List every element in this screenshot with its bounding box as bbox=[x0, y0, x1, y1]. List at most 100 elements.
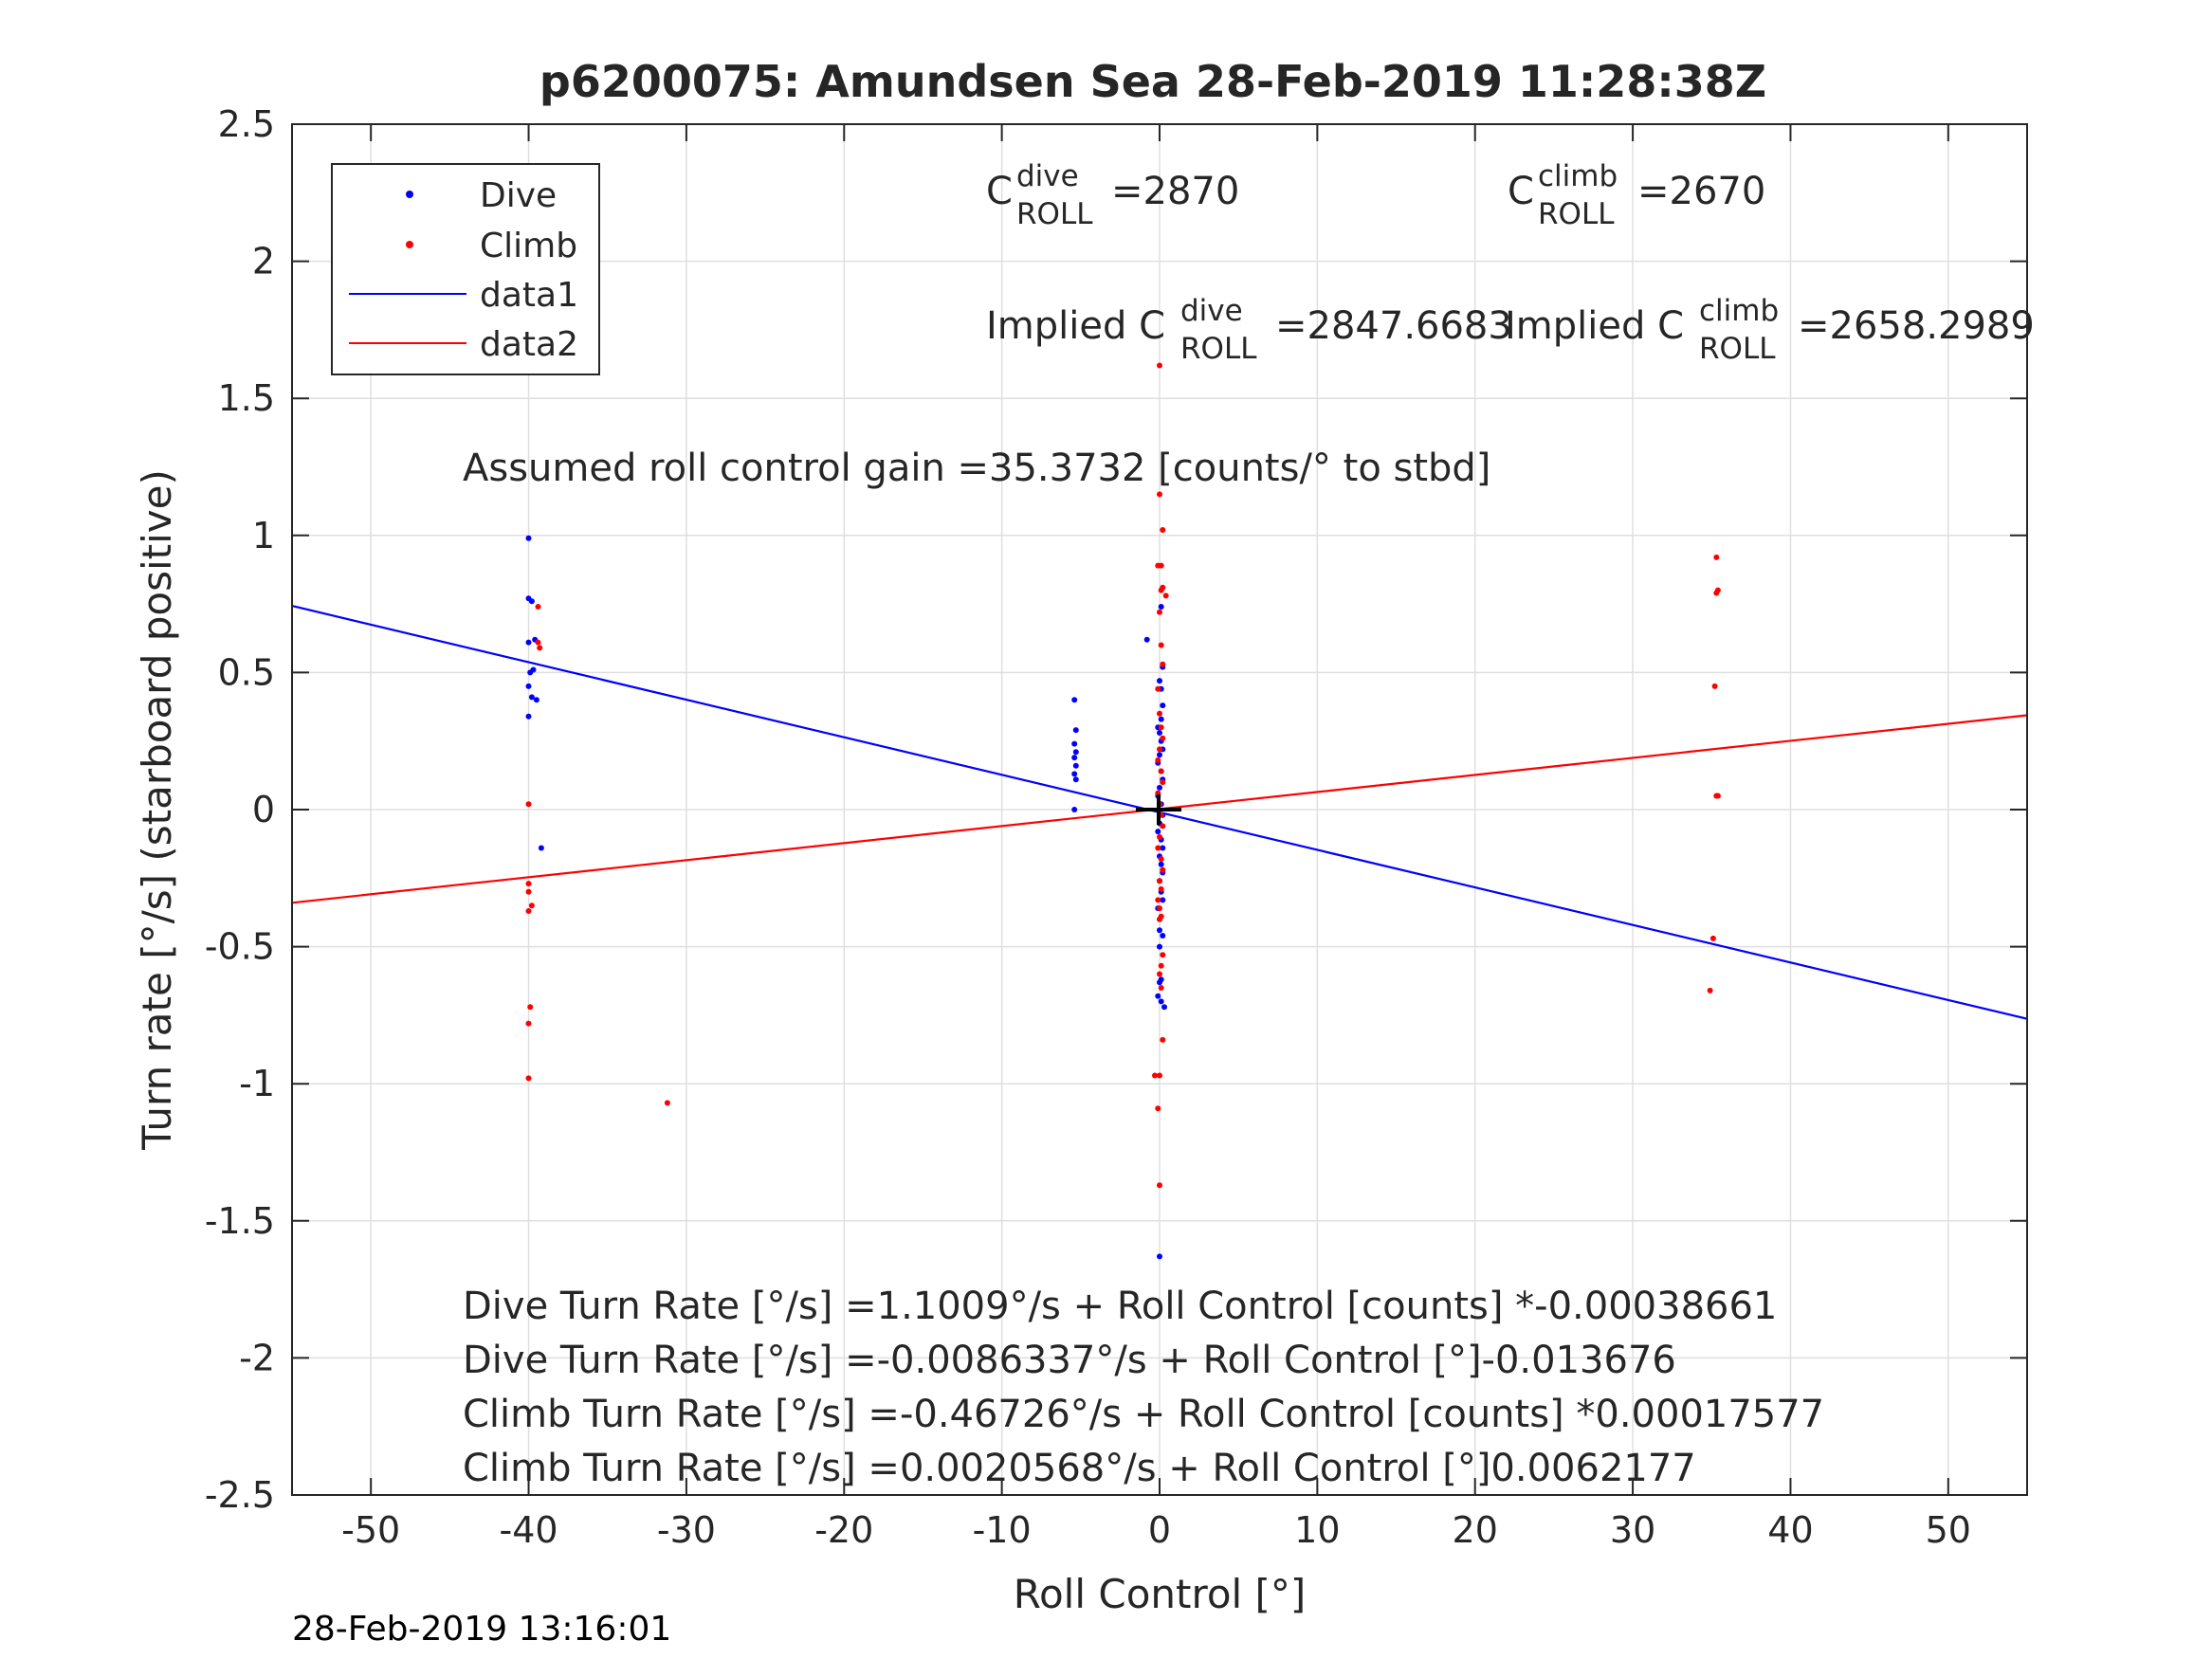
implied-dive-base: Implied C bbox=[986, 304, 1165, 348]
c-dive-sup: dive bbox=[1016, 159, 1079, 193]
dive-point bbox=[1158, 861, 1164, 867]
dive-point bbox=[1157, 730, 1162, 736]
climb-point bbox=[1711, 683, 1718, 689]
climb-point bbox=[1152, 1072, 1158, 1079]
implied-climb-base: Implied C bbox=[1505, 304, 1684, 348]
implied-dive-sup: dive bbox=[1180, 294, 1243, 328]
climb-point bbox=[1158, 856, 1164, 863]
climb-point bbox=[1158, 962, 1164, 969]
implied-climb-sub: ROLL bbox=[1699, 332, 1776, 366]
x-tick-label: 20 bbox=[1453, 1509, 1498, 1551]
climb-point bbox=[1160, 584, 1166, 591]
implied-climb-value: =2658.2989 bbox=[1798, 304, 2035, 348]
dive-point bbox=[525, 595, 532, 602]
dive-point bbox=[525, 713, 532, 720]
climb-point bbox=[1160, 1036, 1166, 1043]
climb-point bbox=[1157, 905, 1162, 912]
dive-point bbox=[1157, 979, 1162, 986]
dive-point bbox=[1160, 845, 1166, 851]
climb-point bbox=[1160, 823, 1166, 830]
dive-point bbox=[527, 669, 534, 676]
dive-point bbox=[1160, 702, 1166, 709]
c-dive-sub: ROLL bbox=[1016, 197, 1093, 231]
dive-point bbox=[1160, 933, 1166, 939]
c-dive-value: =2870 bbox=[1111, 170, 1239, 213]
x-tick-label: -20 bbox=[814, 1509, 873, 1551]
annotation-c-dive: C dive ROLL =2870 bbox=[986, 159, 1239, 231]
x-tick-label: 30 bbox=[1610, 1509, 1655, 1551]
dive-point bbox=[1157, 927, 1162, 934]
equation-dive-counts: Dive Turn Rate [°/s] =1.1009°/s + Roll C… bbox=[463, 1285, 1777, 1328]
dive-point bbox=[525, 535, 532, 541]
climb-point bbox=[1707, 987, 1713, 994]
annotation-implied-dive: Implied C dive ROLL =2847.6683 bbox=[986, 294, 1512, 366]
x-axis-label: Roll Control [°] bbox=[1014, 1571, 1307, 1617]
x-tick-label: -30 bbox=[657, 1509, 716, 1551]
climb-point bbox=[1160, 779, 1166, 786]
climb-point bbox=[1157, 1182, 1162, 1189]
c-dive-base: C bbox=[986, 170, 1013, 213]
climb-point bbox=[535, 604, 541, 610]
climb-point bbox=[1155, 757, 1161, 763]
legend-climb-marker bbox=[406, 241, 413, 248]
assumed-gain-note: Assumed roll control gain =35.3732 [coun… bbox=[463, 447, 1490, 490]
dive-point bbox=[1157, 678, 1162, 684]
dive-point bbox=[1158, 604, 1164, 610]
climb-point bbox=[1709, 935, 1716, 941]
axis-ticks: -50 -40 -30 -20 -10 0 10 20 30 40 50-2.5-2-1.5-1-0… bbox=[205, 103, 2027, 1551]
climb-point bbox=[528, 902, 535, 909]
y-axis-label: Turn rate [°/s] (starboard positive) bbox=[134, 469, 180, 1151]
climb-point bbox=[1714, 793, 1721, 799]
climb-point bbox=[1155, 845, 1161, 851]
c-climb-value: =2670 bbox=[1637, 170, 1765, 213]
climb-point bbox=[525, 888, 532, 895]
implied-dive-sub: ROLL bbox=[1180, 332, 1257, 366]
climb-point bbox=[525, 801, 532, 808]
dive-point bbox=[1157, 752, 1162, 758]
climb-point bbox=[525, 881, 532, 887]
dive-point bbox=[538, 845, 544, 851]
c-climb-sup: climb bbox=[1538, 159, 1618, 193]
y-tick-label: -1.5 bbox=[205, 1200, 275, 1242]
x-tick-label: 50 bbox=[1926, 1509, 1971, 1551]
climb-point bbox=[1162, 592, 1169, 599]
climb-point bbox=[1157, 1072, 1162, 1079]
climb-point bbox=[1157, 491, 1162, 498]
annotation-c-climb: C climb ROLL =2670 bbox=[1508, 159, 1765, 231]
climb-point bbox=[1160, 866, 1166, 873]
climb-point bbox=[1158, 642, 1164, 648]
y-tick-label: 2.5 bbox=[218, 103, 275, 145]
climb-point bbox=[537, 645, 543, 651]
c-climb-sub: ROLL bbox=[1538, 197, 1615, 231]
y-tick-label: 0 bbox=[252, 789, 275, 830]
climb-point bbox=[1157, 710, 1162, 717]
equation-dive-degrees: Dive Turn Rate [°/s] =-0.0086337°/s + Ro… bbox=[463, 1339, 1676, 1382]
y-tick-label: -1 bbox=[239, 1063, 275, 1104]
legend-data2-label: data2 bbox=[480, 325, 578, 364]
generated-timestamp: 28-Feb-2019 13:16:01 bbox=[292, 1610, 672, 1649]
x-tick-label: -40 bbox=[500, 1509, 558, 1551]
origin-crosshair bbox=[1136, 794, 1181, 825]
climb-point bbox=[1157, 916, 1162, 922]
dive-point bbox=[1071, 807, 1078, 812]
dive-point bbox=[533, 697, 539, 703]
dive-point bbox=[1071, 771, 1078, 777]
climb-point bbox=[1157, 833, 1162, 840]
legend-climb-label: Climb bbox=[480, 227, 577, 265]
climb-point bbox=[527, 1004, 534, 1011]
climb-point bbox=[1157, 362, 1162, 369]
equation-climb-degrees: Climb Turn Rate [°/s] =0.0020568°/s + Ro… bbox=[463, 1447, 1696, 1490]
fit-equations: Dive Turn Rate [°/s] =1.1009°/s + Roll C… bbox=[463, 1285, 1824, 1490]
y-tick-label: 0.5 bbox=[218, 651, 275, 693]
dive-point bbox=[528, 694, 535, 701]
c-climb-base: C bbox=[1508, 170, 1534, 213]
x-tick-label: 40 bbox=[1767, 1509, 1813, 1551]
climb-point bbox=[1713, 554, 1720, 560]
climb-point bbox=[1160, 661, 1166, 667]
y-tick-label: -2 bbox=[239, 1337, 275, 1378]
legend-dive-label: Dive bbox=[480, 176, 557, 215]
dive-point bbox=[1072, 749, 1079, 756]
dive-point bbox=[1072, 762, 1079, 769]
dive-point bbox=[1072, 727, 1079, 734]
climb-point bbox=[1160, 735, 1166, 741]
